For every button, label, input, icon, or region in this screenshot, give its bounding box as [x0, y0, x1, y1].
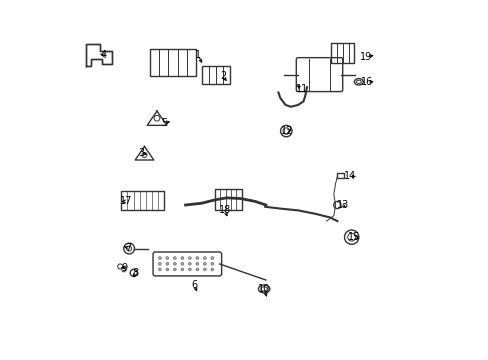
Bar: [121, 190, 164, 210]
Circle shape: [158, 257, 161, 260]
Circle shape: [203, 262, 206, 265]
Circle shape: [165, 257, 168, 260]
Polygon shape: [147, 111, 166, 125]
Circle shape: [196, 268, 198, 271]
Circle shape: [181, 268, 183, 271]
Text: 1: 1: [195, 50, 201, 60]
Text: 13: 13: [336, 200, 348, 210]
Ellipse shape: [356, 80, 361, 84]
Text: 14: 14: [343, 171, 355, 181]
Ellipse shape: [258, 285, 269, 293]
Circle shape: [165, 262, 168, 265]
Bar: [330, 43, 354, 63]
Circle shape: [210, 262, 213, 265]
Text: 7: 7: [125, 243, 131, 253]
Text: 18: 18: [218, 205, 230, 215]
Circle shape: [333, 202, 340, 208]
Circle shape: [210, 257, 213, 260]
FancyBboxPatch shape: [296, 58, 342, 91]
Circle shape: [280, 125, 291, 137]
Circle shape: [126, 246, 131, 251]
Circle shape: [210, 268, 213, 271]
Circle shape: [118, 264, 122, 269]
Ellipse shape: [261, 287, 267, 291]
Text: 3: 3: [138, 148, 143, 158]
Text: 8: 8: [132, 268, 138, 278]
Circle shape: [188, 268, 191, 271]
Text: 12: 12: [280, 126, 292, 136]
Text: 19: 19: [359, 52, 371, 62]
Text: 11: 11: [295, 84, 307, 94]
Circle shape: [122, 268, 125, 272]
Polygon shape: [135, 147, 153, 160]
Text: 4: 4: [100, 50, 106, 60]
Circle shape: [130, 269, 137, 276]
Circle shape: [196, 257, 198, 260]
Circle shape: [181, 257, 183, 260]
Circle shape: [203, 268, 206, 271]
Circle shape: [165, 268, 168, 271]
Circle shape: [181, 262, 183, 265]
Text: 5: 5: [161, 118, 167, 128]
Circle shape: [173, 257, 176, 260]
Text: 6: 6: [191, 280, 197, 291]
Bar: [337, 173, 343, 178]
Ellipse shape: [354, 78, 363, 85]
Circle shape: [283, 128, 289, 134]
Bar: [215, 189, 242, 210]
Text: 10: 10: [258, 284, 270, 294]
Circle shape: [158, 262, 161, 265]
Text: 17: 17: [120, 197, 133, 206]
Circle shape: [188, 257, 191, 260]
Text: 15: 15: [347, 232, 360, 242]
Circle shape: [188, 262, 191, 265]
Polygon shape: [85, 44, 112, 66]
Circle shape: [344, 230, 358, 244]
Bar: [149, 49, 196, 76]
Circle shape: [154, 115, 160, 121]
Circle shape: [123, 243, 134, 254]
Text: 16: 16: [360, 77, 372, 87]
Circle shape: [173, 262, 176, 265]
Circle shape: [196, 262, 198, 265]
Circle shape: [142, 153, 147, 157]
Circle shape: [173, 268, 176, 271]
Circle shape: [347, 233, 355, 241]
Text: 2: 2: [220, 71, 226, 81]
Circle shape: [203, 257, 206, 260]
Text: 9: 9: [122, 262, 128, 273]
Bar: [201, 66, 230, 84]
FancyBboxPatch shape: [153, 252, 221, 276]
Circle shape: [158, 268, 161, 271]
